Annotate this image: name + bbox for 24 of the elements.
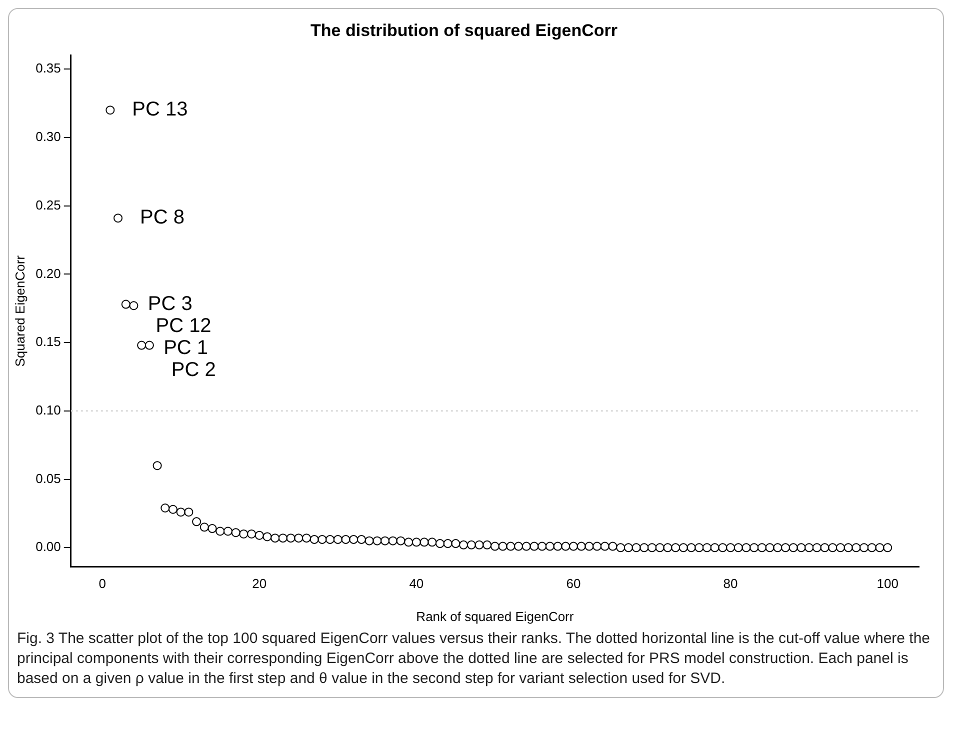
annotation: PC 1	[164, 336, 208, 359]
x-tick-label: 100	[876, 576, 898, 592]
annotation: PC 3	[148, 292, 192, 315]
caption: Fig. 3 The scatter plot of the top 100 squared EigenCorr values versus their ranks. The dotted horizontal line is the cut-off value where the principal components with their corresponding EigenCorr above the dotted line are selected for PRS model construction. Each panel is based on a given ρ value in the first step and θ value in the second step for variant selection used for SVD.	[16, 629, 932, 689]
y-tick-label: 0.00	[36, 539, 61, 554]
x-axis-title: Rank of squared EigenCorr	[416, 608, 574, 624]
y-tick-label: 0.25	[36, 197, 61, 212]
annotation: PC 12	[156, 314, 212, 337]
chart-title: The distribution of squared EigenCorr	[310, 20, 618, 40]
annotation: PC 13	[132, 98, 188, 121]
y-tick-label: 0.15	[36, 334, 61, 350]
y-tick-label: 0.35	[36, 60, 61, 76]
annotation: PC 8	[140, 206, 184, 229]
x-tick-label: 40	[409, 576, 424, 592]
y-axis-title: Squared EigenCorr	[12, 254, 28, 367]
y-tick-label: 0.20	[36, 266, 61, 281]
annotation: PC 2	[171, 358, 216, 381]
x-tick-label: 80	[723, 576, 738, 592]
x-tick-label: 0	[98, 576, 106, 592]
y-tick-label: 0.05	[36, 470, 61, 486]
x-tick-label: 20	[252, 576, 267, 592]
y-tick-label: 0.10	[36, 402, 61, 418]
y-tick-label: 0.30	[36, 129, 61, 144]
x-tick-label: 60	[566, 576, 581, 592]
